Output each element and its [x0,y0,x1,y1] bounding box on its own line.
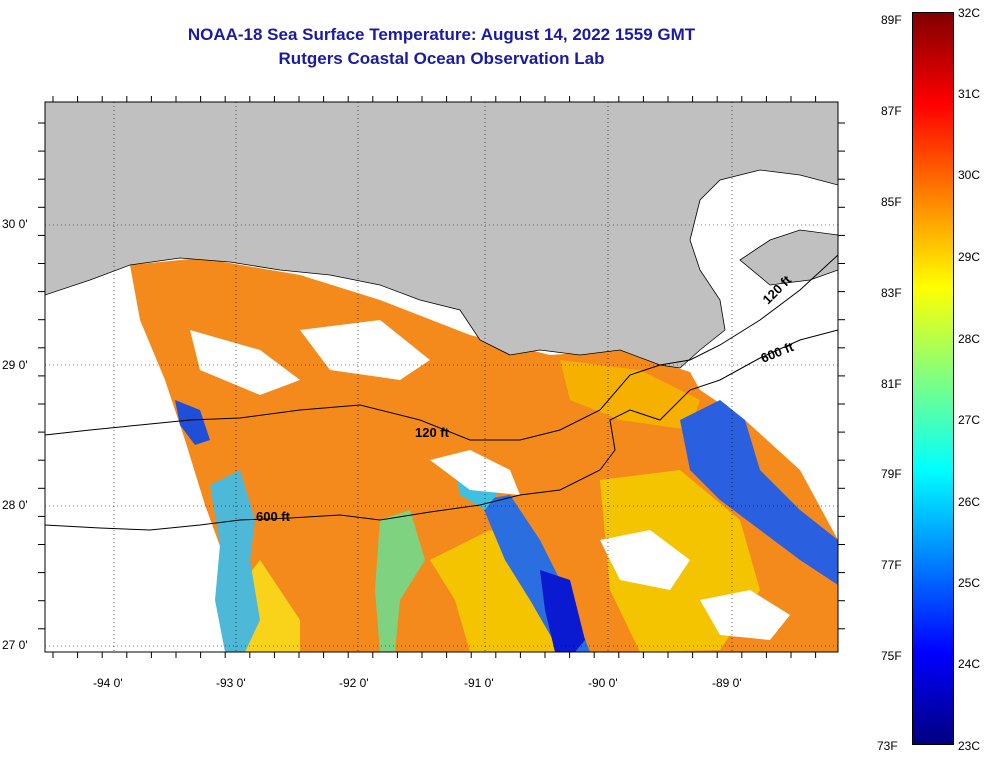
map-subtitle: Rutgers Coastal Ocean Observation Lab [278,49,605,68]
lon-label: -90 0' [588,676,618,690]
sst-cool-band [680,400,838,585]
colorbar-f-label: 79F [881,467,902,481]
colorbar-c-label: 32C [958,6,981,20]
frame-ticks [38,96,845,658]
colorbar-f-label: 77F [881,558,902,572]
colorbar-f-label: 81F [881,377,902,391]
lat-label: 30 0' [2,217,28,231]
colorbar-c-label: 28C [958,332,981,346]
colorbar-c-label: 26C [958,495,981,509]
contour-label: 120 ft [415,425,450,440]
colorbar-c-label: 30C [958,168,981,182]
map-frame [44,101,839,653]
contour-600ft [45,329,838,531]
temperature-colorbar [912,12,954,745]
colorbar-f-label: 89F [881,13,902,27]
sst-cool-band [175,400,210,445]
cloud-gap [430,450,520,495]
sst-cool-band [375,510,425,652]
colorbar-c-label: 27C [958,413,981,427]
colorbar-f-label: 75F [881,649,902,663]
sst-cold-core [540,570,585,652]
cloud-gap [190,330,300,395]
colorbar-c-label: 23C [958,739,981,753]
lon-label: -94 0' [93,676,123,690]
sst-yellow-patch [430,530,575,652]
map-title: NOAA-18 Sea Surface Temperature: August … [187,25,696,44]
lat-label: 29 0' [2,358,28,372]
lon-label: -93 0' [216,676,246,690]
land-louisiana [45,102,838,369]
land-delta [739,229,838,286]
colorbar-c-label: 24C [958,657,981,671]
sst-yellow-patch [560,360,700,430]
colorbar-f-label: 85F [881,195,902,209]
graticule [45,102,838,652]
contour-label: 600 ft [256,509,291,524]
lon-label: -89 0' [712,676,742,690]
colorbar-c-label: 29C [958,250,981,264]
cloud-gap [600,530,690,590]
colorbar-c-label: 25C [958,576,981,590]
lat-label: 28 0' [2,498,28,512]
colorbar-f-label: 87F [881,104,902,118]
contour-120ft [45,254,838,441]
colorbar-f-label: 83F [881,286,902,300]
lat-label: 27 0' [2,638,28,652]
lon-label: -92 0' [339,676,369,690]
cloud-gap [700,590,790,640]
colorbar-c-label: 31C [958,87,981,101]
sst-cool-band [210,470,260,652]
lon-label: -91 0' [464,676,494,690]
colorbar-f-label: 73F [877,739,898,753]
